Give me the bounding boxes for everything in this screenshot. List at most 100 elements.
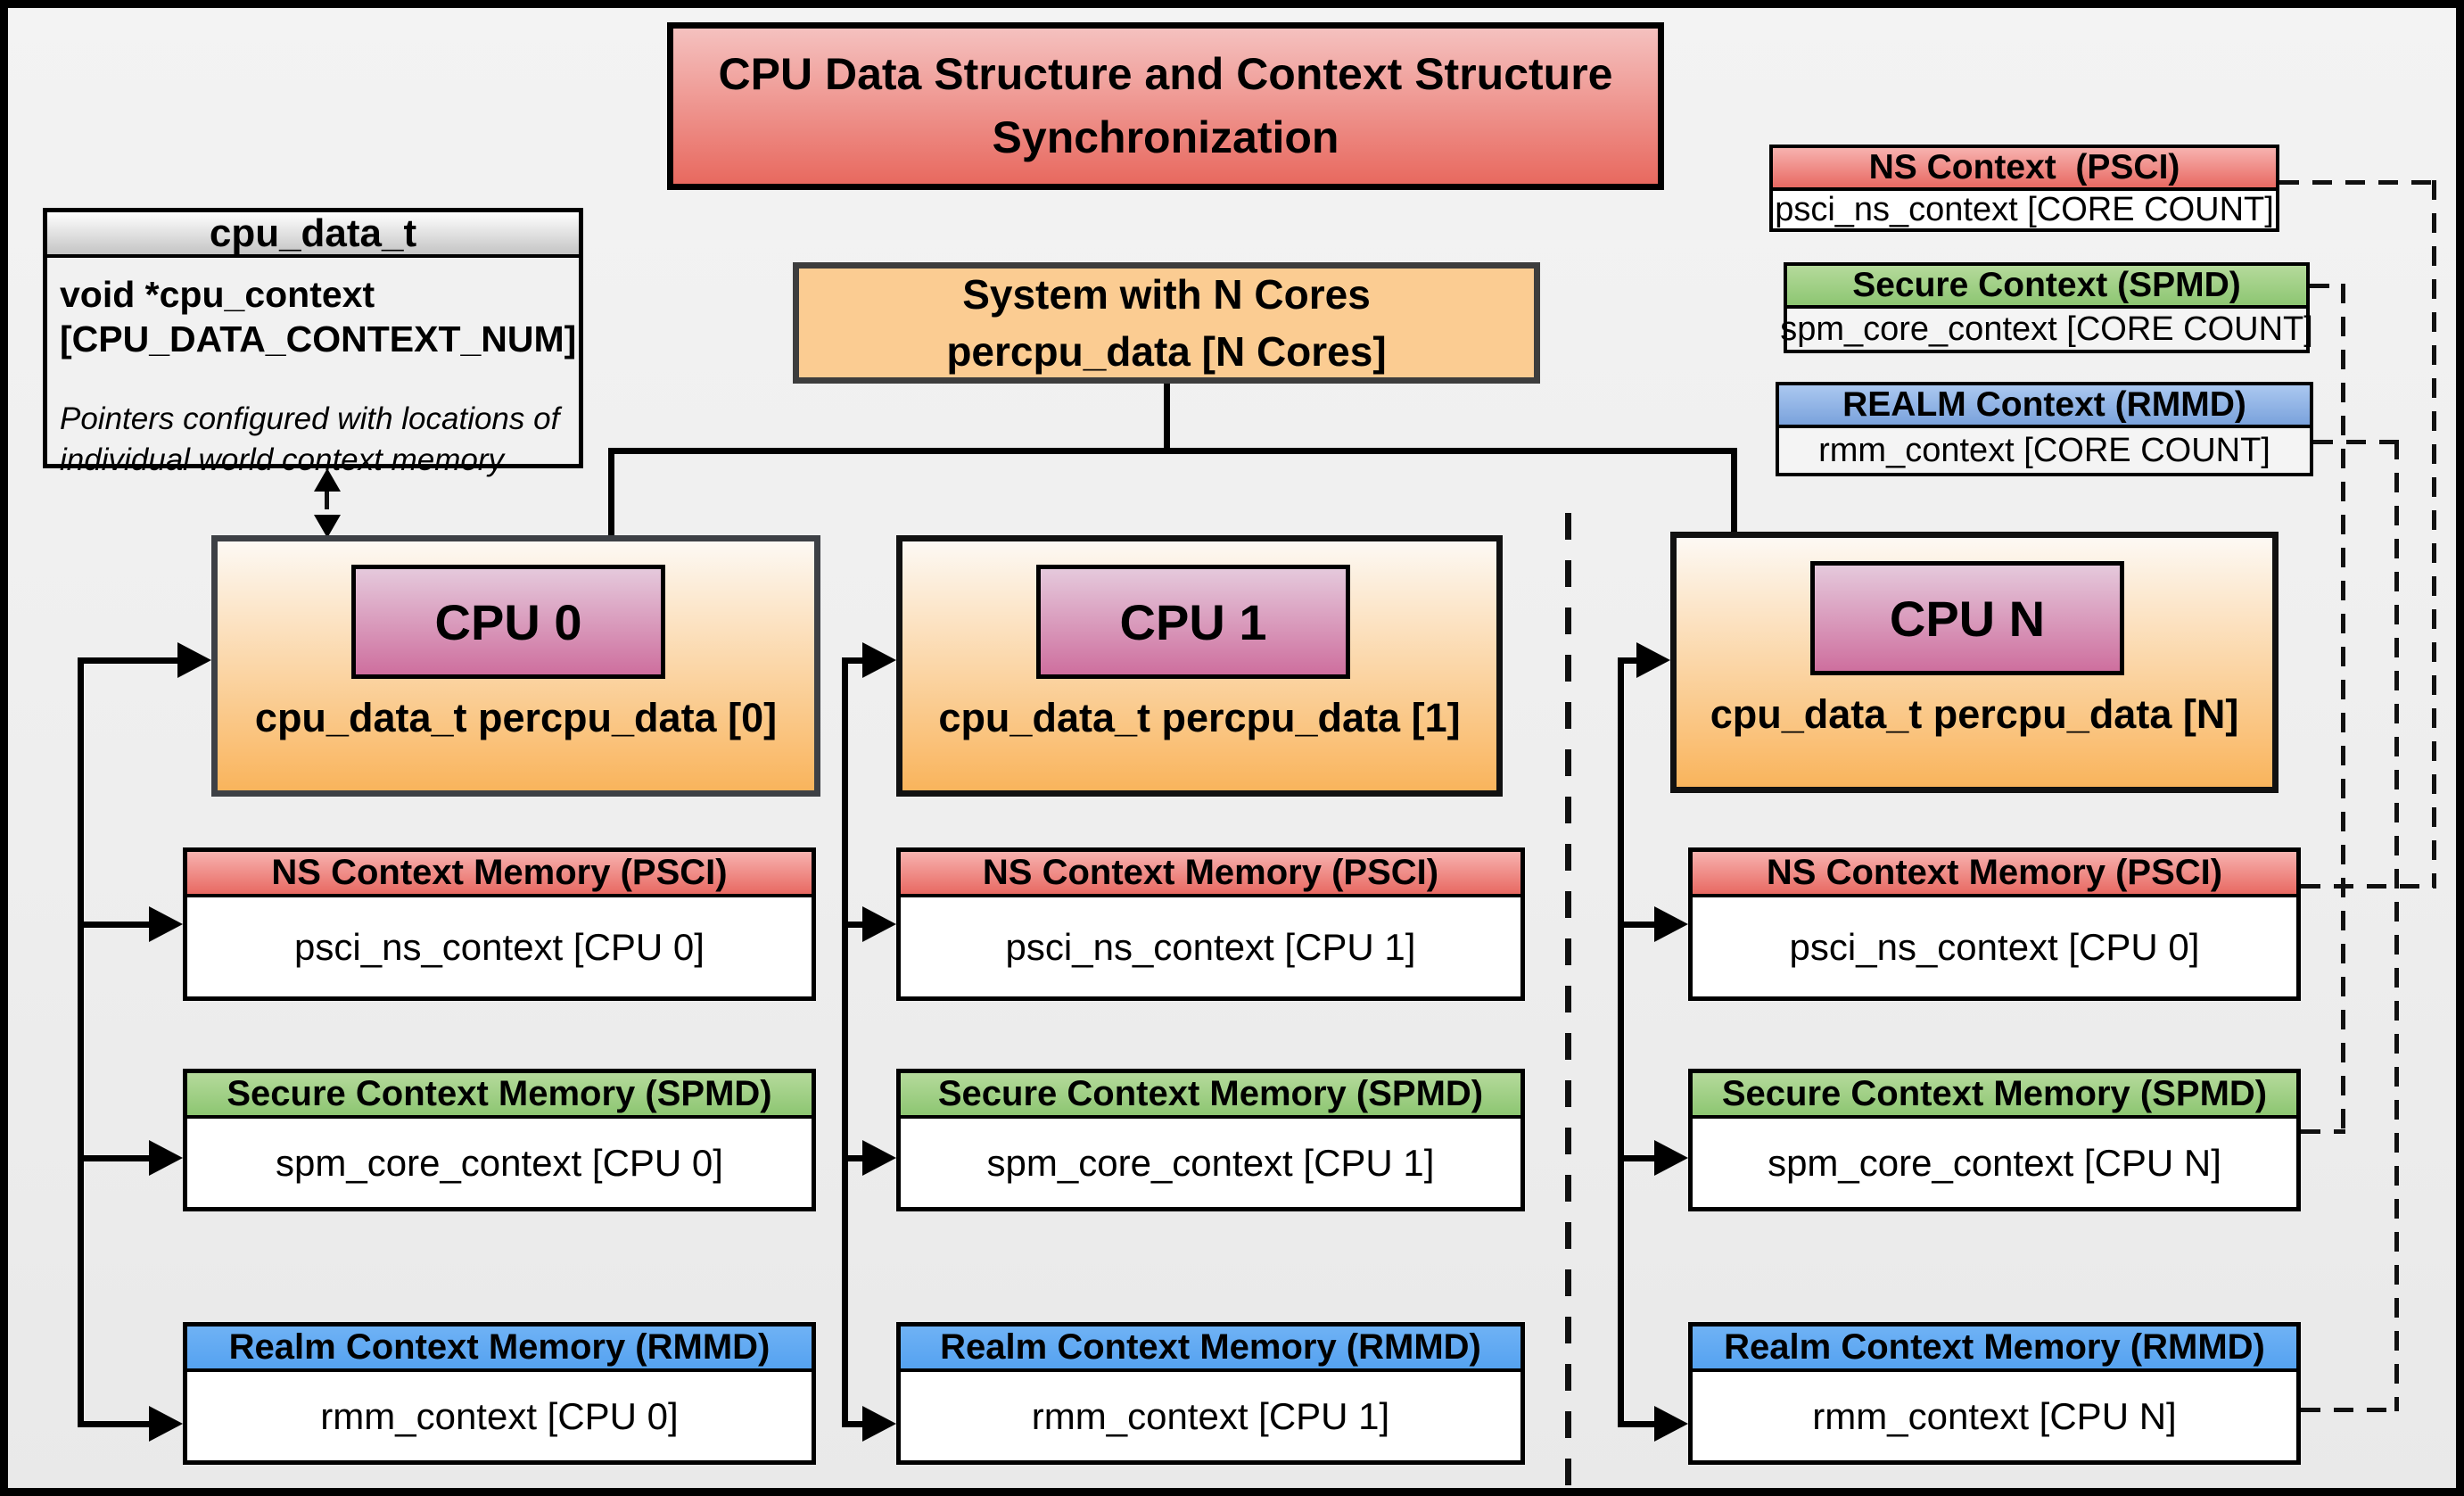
cpun-ns-body: psci_ns_context [CPU 0] — [1789, 925, 2200, 968]
cpu-data-t-link-arrowhead-up — [314, 468, 341, 492]
cpu0-arrowhead-main — [177, 642, 211, 678]
cpu0-label-box: CPU 0 — [351, 565, 665, 679]
realm-legend-dashed-vertical — [2394, 440, 2399, 1411]
cpu1-arrow-realm-line — [842, 1421, 864, 1427]
cpu-data-t-box: cpu_data_t void *cpu_context [CPU_DATA_C… — [43, 208, 583, 477]
system-line-2: percpu_data [N Cores] — [946, 328, 1387, 375]
realm-legend-dashed-in — [2301, 1408, 2399, 1412]
cpun-realm-header: Realm Context Memory (RMMD) — [1693, 1327, 2296, 1372]
cpu1-label-box: CPU 1 — [1036, 565, 1350, 679]
cpu0-box: CPU 0 cpu_data_t percpu_data [0] — [211, 535, 820, 797]
cpu1-ns-header: NS Context Memory (PSCI) — [901, 852, 1520, 897]
bus-line — [608, 448, 1737, 454]
cpun-label: CPU N — [1889, 590, 2046, 647]
cpu0-label: CPU 0 — [434, 593, 582, 650]
secure-legend-dashed-in — [2301, 1129, 2345, 1134]
legend-realm-body: rmm_context [CORE COUNT] — [1779, 428, 2310, 473]
cpu0-trunk-line — [78, 657, 84, 1427]
cpun-trunk-line — [1618, 657, 1624, 1427]
diagram-title: CPU Data Structure and Context Structure… — [667, 22, 1664, 190]
system-to-bus-line — [1164, 384, 1170, 451]
cpu0-arrow-ns-line — [78, 922, 151, 928]
cpu1-arrowhead-main — [862, 642, 896, 678]
system-line-1: System with N Cores — [962, 270, 1371, 318]
legend-ns-header: NS Context (PSCI) — [1773, 148, 2276, 191]
cpu0-data-text: cpu_data_t percpu_data [0] — [254, 695, 778, 740]
cpu1-realm-body: rmm_context [CPU 1] — [1031, 1394, 1390, 1437]
column-separator-dashed-line — [1565, 513, 1571, 1485]
cpu0-secure-header: Secure Context Memory (SPMD) — [187, 1073, 812, 1119]
cpu1-secure-header: Secure Context Memory (SPMD) — [901, 1073, 1520, 1119]
cpun-realm-body: rmm_context [CPU N] — [1812, 1394, 2177, 1437]
legend-secure-context: Secure Context (SPMD) spm_core_context [… — [1780, 262, 2313, 353]
cpu1-arrowhead-secure — [862, 1140, 896, 1176]
cpun-secure-header: Secure Context Memory (SPMD) — [1693, 1073, 2296, 1119]
legend-secure-header: Secure Context (SPMD) — [1787, 266, 2306, 309]
cpun-box: CPU N cpu_data_t percpu_data [N] — [1670, 532, 2279, 793]
cpu-data-t-link-dashed-line — [325, 490, 329, 525]
cpu-data-t-note: Pointers configured with locations of in… — [60, 401, 560, 478]
cpun-arrow-ns-line — [1618, 922, 1656, 928]
cpu1-label: CPU 1 — [1119, 593, 1267, 650]
cpun-ns-header: NS Context Memory (PSCI) — [1693, 852, 2296, 897]
cpu1-secure-body: spm_core_context [CPU 1] — [986, 1141, 1435, 1184]
ns-legend-dashed-out — [2279, 180, 2436, 185]
cpu-data-t-field: void *cpu_context [CPU_DATA_CONTEXT_NUM] — [60, 274, 577, 360]
legend-secure-body: spm_core_context [CORE COUNT] — [1780, 309, 2313, 350]
cpun-arrow-main-line — [1618, 657, 1638, 664]
cpu0-arrowhead-realm — [149, 1406, 183, 1442]
cpu0-secure-body: spm_core_context [CPU 0] — [276, 1141, 723, 1184]
cpu1-ns-body: psci_ns_context [CPU 1] — [1005, 925, 1416, 968]
cpun-ns-context-box: NS Context Memory (PSCI) psci_ns_context… — [1688, 847, 2301, 1001]
legend-realm-header: REALM Context (RMMD) — [1779, 385, 2310, 428]
cpu0-ns-header: NS Context Memory (PSCI) — [187, 852, 812, 897]
cpu0-arrow-secure-line — [78, 1155, 151, 1161]
cpu1-arrowhead-realm — [862, 1406, 896, 1442]
cpu1-realm-context-box: Realm Context Memory (RMMD) rmm_context … — [896, 1322, 1525, 1465]
cpu0-realm-body: rmm_context [CPU 0] — [320, 1394, 679, 1437]
cpu0-secure-context-box: Secure Context Memory (SPMD) spm_core_co… — [183, 1069, 816, 1211]
title-line-1: CPU Data Structure and Context Structure — [718, 49, 1613, 99]
cpu1-arrowhead-ns — [862, 906, 896, 942]
cpun-arrowhead-ns — [1654, 906, 1688, 942]
system-box: System with N Cores percpu_data [N Cores… — [793, 262, 1540, 384]
bus-drop-cpun — [1731, 448, 1737, 534]
cpu1-data-text: cpu_data_t percpu_data [1] — [938, 695, 1461, 740]
cpu0-arrowhead-secure — [149, 1140, 183, 1176]
cpu1-realm-header: Realm Context Memory (RMMD) — [901, 1327, 1520, 1372]
legend-ns-context: NS Context (PSCI) psci_ns_context [CORE … — [1769, 145, 2279, 232]
cpu1-box: CPU 1 cpu_data_t percpu_data [1] — [896, 535, 1503, 797]
cpu1-arrow-ns-line — [842, 922, 864, 928]
cpu1-secure-context-box: Secure Context Memory (SPMD) spm_core_co… — [896, 1069, 1525, 1211]
cpu0-ns-body: psci_ns_context [CPU 0] — [294, 925, 705, 968]
cpun-arrowhead-secure — [1654, 1140, 1688, 1176]
cpu1-arrow-secure-line — [842, 1155, 864, 1161]
cpun-secure-context-box: Secure Context Memory (SPMD) spm_core_co… — [1688, 1069, 2301, 1211]
cpu-data-t-link-arrowhead-down — [314, 515, 341, 538]
cpun-arrowhead-realm — [1654, 1406, 1688, 1442]
cpun-arrowhead-main — [1636, 642, 1670, 678]
cpu0-ns-context-box: NS Context Memory (PSCI) psci_ns_context… — [183, 847, 816, 1001]
cpu0-arrow-realm-line — [78, 1421, 151, 1427]
secure-legend-dashed-out — [2310, 284, 2345, 288]
cpu0-arrowhead-ns — [149, 906, 183, 942]
cpu0-realm-header: Realm Context Memory (RMMD) — [187, 1327, 812, 1372]
cpu0-arrow-main-line — [78, 657, 179, 664]
cpu1-arrow-main-line — [842, 657, 864, 664]
legend-ns-body: psci_ns_context [CORE COUNT] — [1775, 191, 2274, 228]
cpun-arrow-realm-line — [1618, 1421, 1656, 1427]
title-line-2: Synchronization — [992, 112, 1339, 162]
cpun-secure-body: spm_core_context [CPU N] — [1768, 1141, 2221, 1184]
cpu1-ns-context-box: NS Context Memory (PSCI) psci_ns_context… — [896, 847, 1525, 1001]
cpu-data-t-header: cpu_data_t — [47, 211, 579, 258]
realm-legend-dashed-out — [2313, 440, 2399, 444]
bus-drop-cpu0 — [608, 448, 614, 538]
secure-legend-dashed-vertical — [2341, 284, 2345, 1133]
cpun-data-text: cpu_data_t percpu_data [N] — [1710, 691, 2239, 737]
ns-legend-dashed-vertical — [2432, 180, 2436, 888]
ns-legend-dashed-in — [2301, 884, 2436, 889]
legend-realm-context: REALM Context (RMMD) rmm_context [CORE C… — [1776, 382, 2313, 476]
cpun-label-box: CPU N — [1810, 561, 2124, 675]
cpun-realm-context-box: Realm Context Memory (RMMD) rmm_context … — [1688, 1322, 2301, 1465]
